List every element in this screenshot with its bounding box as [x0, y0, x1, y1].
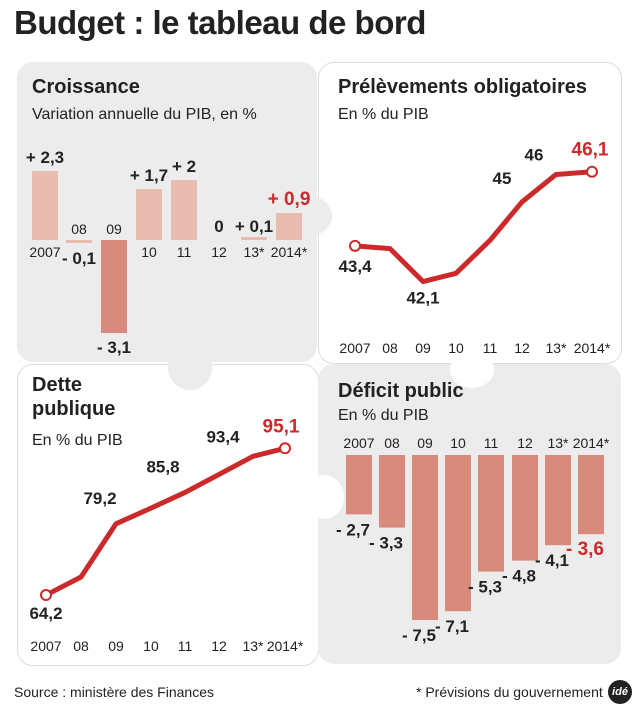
dette-line — [44, 445, 286, 598]
deficit-bar-4 — [478, 455, 504, 572]
forecast-note: * Prévisions du gouvernement — [416, 684, 603, 700]
deficit-tick-0: 2007 — [343, 435, 374, 451]
deficit-title: Déficit public — [338, 380, 464, 402]
dette-subtitle: En % du PIB — [32, 432, 123, 449]
prelevements-line — [354, 169, 593, 285]
croissance-tick-4: 11 — [177, 244, 192, 260]
deficit-tick-5: 12 — [517, 435, 533, 451]
croissance-bar-0 — [32, 171, 58, 240]
deficit-value-label-0: - 2,7 — [336, 520, 370, 539]
logo-badge: idé — [608, 680, 632, 704]
deficit-bar-6 — [545, 455, 571, 546]
prelevements-value-label-2: 42,1 — [406, 289, 439, 308]
dette-value-label-0: 64,2 — [29, 604, 62, 623]
deficit-value-label-2: - 7,5 — [402, 626, 436, 645]
dette-value-label-7: 95,1 — [263, 416, 300, 437]
dette-tick-5: 12 — [211, 638, 227, 654]
deficit-bar-7 — [578, 455, 604, 535]
prelevements-endpoint-7 — [586, 165, 598, 178]
prelevements-tick-4: 11 — [483, 340, 498, 356]
prelevements-tick-2: 09 — [415, 340, 431, 356]
croissance-value-label-0: + 2,3 — [26, 148, 64, 167]
dette-tick-3: 10 — [143, 638, 159, 654]
croissance-bar-4 — [171, 180, 197, 240]
dette-tick-1: 08 — [73, 638, 89, 654]
prelevements-value-label-6: 46 — [525, 145, 544, 164]
croissance-value-label-3: + 1,7 — [130, 166, 168, 185]
croissance-tick-2: 09 — [106, 221, 122, 237]
croissance-tick-3: 10 — [141, 244, 157, 260]
puzzle-knob-left — [304, 475, 344, 519]
deficit-tick-3: 10 — [450, 435, 466, 451]
dette-title-line2: publique — [32, 398, 115, 420]
croissance-bar-1 — [66, 240, 92, 243]
dette-value-label-4: 85,8 — [146, 457, 179, 476]
croissance-bar-7 — [276, 213, 302, 240]
deficit-value-label-1: - 3,3 — [369, 534, 403, 553]
deficit-tick-6: 13* — [547, 435, 569, 451]
croissance-tick-0: 2007 — [29, 244, 60, 260]
croissance-bar-3 — [136, 189, 162, 240]
croissance-panel — [17, 62, 317, 362]
deficit-value-label-3: - 7,1 — [435, 617, 469, 636]
croissance-subtitle: Variation annuelle du PIB, en % — [32, 106, 257, 123]
puzzle-knob-top — [450, 352, 494, 388]
dette-tick-6: 13* — [242, 638, 264, 654]
deficit-tick-7: 2014* — [573, 435, 610, 451]
page-title: Budget : le tableau de bord — [14, 4, 426, 41]
prelevements-subtitle: En % du PIB — [338, 106, 429, 123]
croissance-title: Croissance — [32, 76, 140, 98]
deficit-bar-0 — [346, 455, 372, 515]
croissance-value-label-4: + 2 — [172, 157, 196, 176]
dette-tick-0: 2007 — [30, 638, 61, 654]
deficit-subtitle: En % du PIB — [338, 407, 429, 424]
prelevements-tick-1: 08 — [382, 340, 398, 356]
puzzle-knob-bottom — [168, 346, 212, 390]
prelevements-tick-5: 12 — [514, 340, 530, 356]
prelevements-tick-7: 2014* — [574, 340, 611, 356]
croissance-value-label-7: + 0,9 — [268, 189, 311, 210]
prelevements-value-label-5: 45 — [493, 169, 512, 188]
dette-tick-4: 11 — [178, 638, 193, 654]
deficit-value-label-7: - 3,6 — [566, 539, 604, 560]
prelevements-tick-6: 13* — [545, 340, 567, 356]
dette-tick-2: 09 — [108, 638, 124, 654]
croissance-value-label-2: - 3,1 — [97, 338, 131, 357]
source-note: Source : ministère des Finances — [14, 684, 214, 700]
dette-value-label-2: 79,2 — [83, 489, 116, 508]
dette-value-label-6: 93,4 — [206, 427, 240, 446]
dette-endpoint-7 — [279, 442, 291, 455]
deficit-tick-2: 09 — [417, 435, 433, 451]
dette-tick-7: 2014* — [267, 638, 304, 654]
croissance-tick-6: 13* — [243, 244, 265, 260]
deficit-bar-2 — [412, 455, 438, 620]
prelevements-value-label-0: 43,4 — [338, 257, 372, 276]
prelevements-tick-0: 2007 — [339, 340, 370, 356]
croissance-tick-7: 2014* — [271, 244, 308, 260]
croissance-bar-6 — [241, 237, 267, 240]
croissance-value-label-1: - 0,1 — [62, 249, 96, 268]
deficit-tick-1: 08 — [384, 435, 400, 451]
croissance-tick-5: 12 — [211, 244, 227, 260]
croissance-value-label-6: + 0,1 — [235, 217, 273, 236]
deficit-tick-4: 11 — [484, 435, 499, 451]
deficit-value-label-6: - 4,1 — [535, 551, 569, 570]
dette-title: Dette — [32, 374, 82, 396]
prelevements-tick-3: 10 — [448, 340, 464, 356]
croissance-bar-2 — [101, 240, 127, 333]
croissance-tick-1: 08 — [71, 221, 87, 237]
prelevements-title: Prélèvements obligatoires — [338, 76, 587, 98]
deficit-value-label-4: - 5,3 — [468, 578, 502, 597]
prelevements-value-label-7: 46,1 — [572, 140, 609, 161]
prelevements-endpoint-0 — [349, 239, 361, 252]
croissance-value-label-5: 0 — [214, 217, 223, 236]
dette-endpoint-0 — [40, 589, 52, 602]
deficit-bar-5 — [512, 455, 538, 561]
deficit-value-label-5: - 4,8 — [502, 567, 536, 586]
deficit-bar-1 — [379, 455, 405, 528]
deficit-bar-3 — [445, 455, 471, 612]
